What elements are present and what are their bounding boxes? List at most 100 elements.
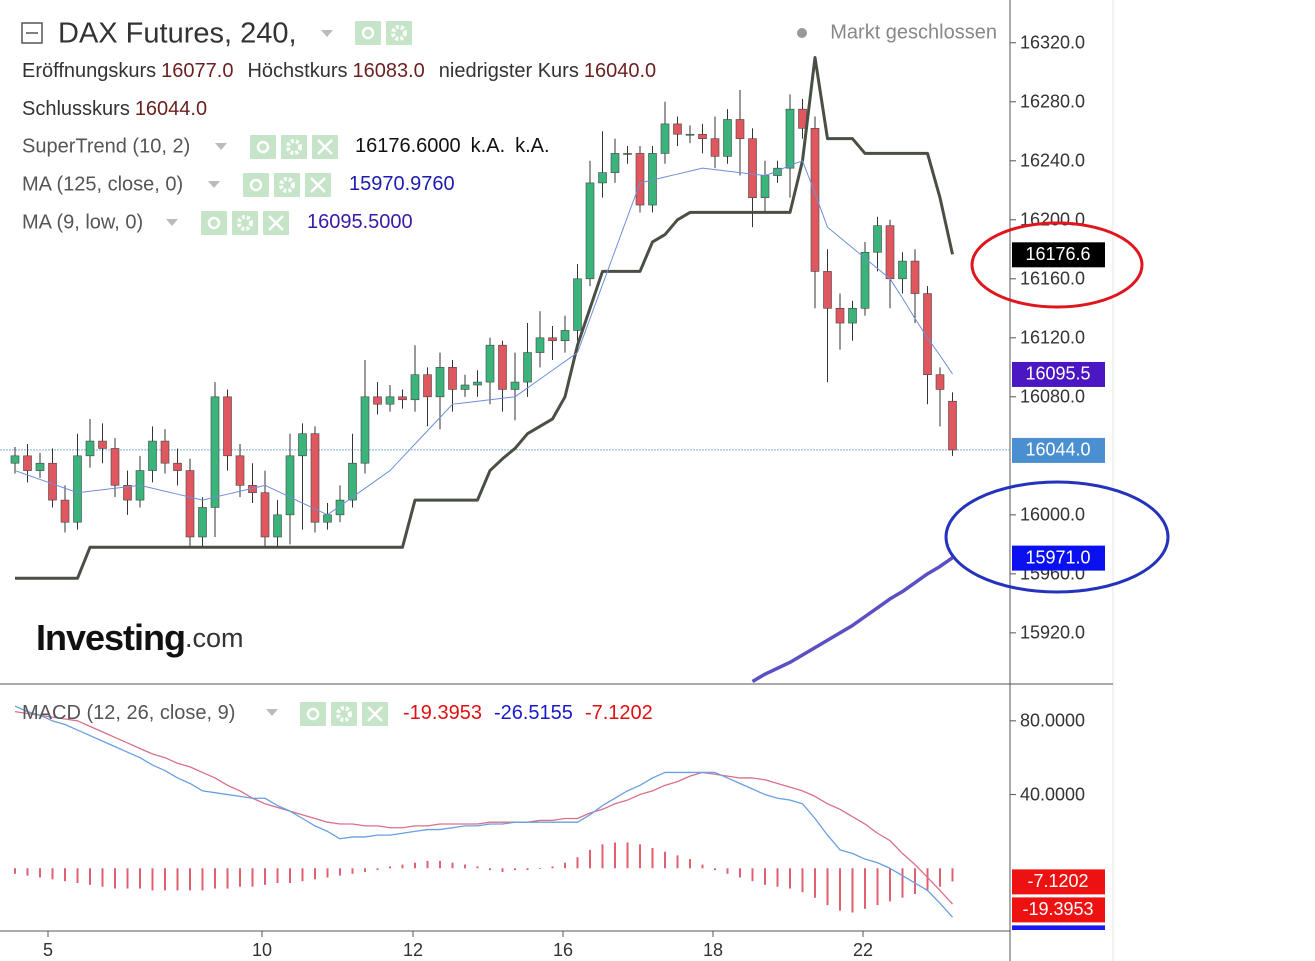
histogram-bar (189, 868, 191, 891)
collapse-button[interactable] (21, 22, 43, 44)
icon-gear (286, 139, 302, 155)
ohlc-value: 16044.0 (135, 98, 207, 120)
watermark: Investing.com (36, 617, 244, 658)
candle-body (948, 400, 957, 451)
histogram-bar (576, 857, 579, 869)
indicator-values: 16095.5000 (307, 211, 413, 233)
histogram-bar (551, 866, 554, 869)
macd-legend: MACD (12, 26, close, 9) (22, 702, 235, 724)
candle-body (73, 455, 82, 523)
histogram-bar (414, 862, 416, 869)
y-tick-label: 16000.0 (1020, 505, 1085, 525)
histogram-bar (614, 842, 616, 869)
price-label: -19.3953 (1022, 899, 1093, 919)
indicator-values: 16176.6000 k.A. k.A. (355, 135, 550, 157)
dropdown[interactable] (215, 143, 227, 150)
histogram-bar (651, 847, 654, 869)
candle-body (698, 133, 707, 139)
histogram-bar (351, 868, 354, 874)
x-tick-label: 5 (43, 940, 53, 960)
histogram-bar (14, 868, 16, 874)
candle-body (473, 381, 482, 386)
price-label-box (1012, 897, 1105, 923)
candle-body (785, 108, 795, 169)
icon-close (268, 215, 284, 231)
y-tick-label: 80.0000 (1020, 711, 1085, 731)
icon-close (317, 139, 333, 155)
price-label: 16044.0 (1025, 440, 1090, 460)
candle-body (373, 396, 382, 405)
candle-body (298, 433, 307, 457)
histogram-bar (239, 868, 241, 887)
candle-body (160, 440, 170, 464)
histogram-bar (939, 868, 941, 887)
indicator-values: 15970.9760 (349, 173, 455, 195)
icon-button[interactable] (250, 135, 276, 159)
indicator-line (14, 160, 953, 516)
dropdown[interactable] (321, 30, 333, 37)
dropdown[interactable] (166, 219, 178, 226)
market-status: Markt geschlossen (830, 21, 997, 43)
chart-title: DAX Futures, 240, (58, 18, 297, 50)
histogram-bar (139, 868, 141, 889)
icon-button[interactable] (201, 211, 227, 235)
icon-gear (279, 177, 295, 193)
icon-button[interactable] (355, 21, 381, 45)
icon-gear (237, 215, 253, 231)
price-label-box (1012, 869, 1105, 895)
histogram-bar (626, 842, 629, 869)
candle-body (748, 138, 757, 198)
histogram-bar (889, 868, 891, 902)
histogram-bar (501, 868, 504, 872)
icon-button[interactable] (274, 173, 300, 197)
icon-button[interactable] (386, 21, 412, 45)
icon-button[interactable] (232, 211, 258, 235)
dropdown[interactable] (266, 709, 278, 716)
indicator-value: 15970.9760 (349, 173, 455, 195)
histogram-bar (701, 864, 704, 869)
histogram-bar (864, 868, 866, 909)
histogram-bar (426, 860, 429, 869)
candle-body (123, 485, 132, 501)
histogram-bar (76, 868, 79, 884)
candle-body (423, 374, 432, 398)
candle-body (398, 396, 407, 401)
header: DAX Futures, 240, Markt geschlossen Eröffn… (21, 18, 997, 726)
x-tick-label: 10 (252, 940, 272, 960)
histogram-bar (489, 868, 491, 871)
icon-close (310, 177, 326, 193)
candle-body (335, 499, 345, 516)
icon-button[interactable] (281, 135, 307, 159)
dropdown[interactable] (208, 181, 220, 188)
candle-body (823, 271, 832, 309)
indicator-name: MA (9, low, 0) (22, 211, 143, 233)
ohlc-name: niedrigster Kurs (439, 60, 579, 82)
ohlc-value: 16077.0 (161, 60, 233, 82)
histogram-bar (914, 868, 916, 895)
y-tick-label: 16080.0 (1020, 387, 1085, 407)
candle-body (185, 470, 195, 538)
macd-value: -26.5155 (494, 702, 573, 724)
histogram-bar (601, 844, 604, 869)
histogram-bar (301, 868, 304, 882)
candle-body (598, 172, 607, 184)
histogram-bar (339, 868, 341, 876)
icon-button[interactable] (331, 702, 357, 726)
price-pane (0, 56, 1010, 683)
histogram-bar (326, 868, 329, 878)
histogram-bar (951, 868, 954, 882)
histogram-bar (176, 868, 179, 891)
signal-line (14, 710, 953, 905)
histogram-bar (276, 868, 279, 884)
candle-body (898, 260, 907, 280)
candle-body (685, 133, 695, 136)
status-dot (797, 28, 807, 38)
histogram-bar (639, 844, 641, 869)
ohlc-legend: Eröffnungskurs 16077.0 Höchstkurs 16083.0 ni… (22, 60, 656, 82)
histogram-bar (164, 868, 166, 891)
histogram-bar (876, 868, 879, 906)
icon-button[interactable] (300, 702, 326, 726)
icon-button[interactable] (243, 173, 269, 197)
candle-body (273, 514, 282, 538)
